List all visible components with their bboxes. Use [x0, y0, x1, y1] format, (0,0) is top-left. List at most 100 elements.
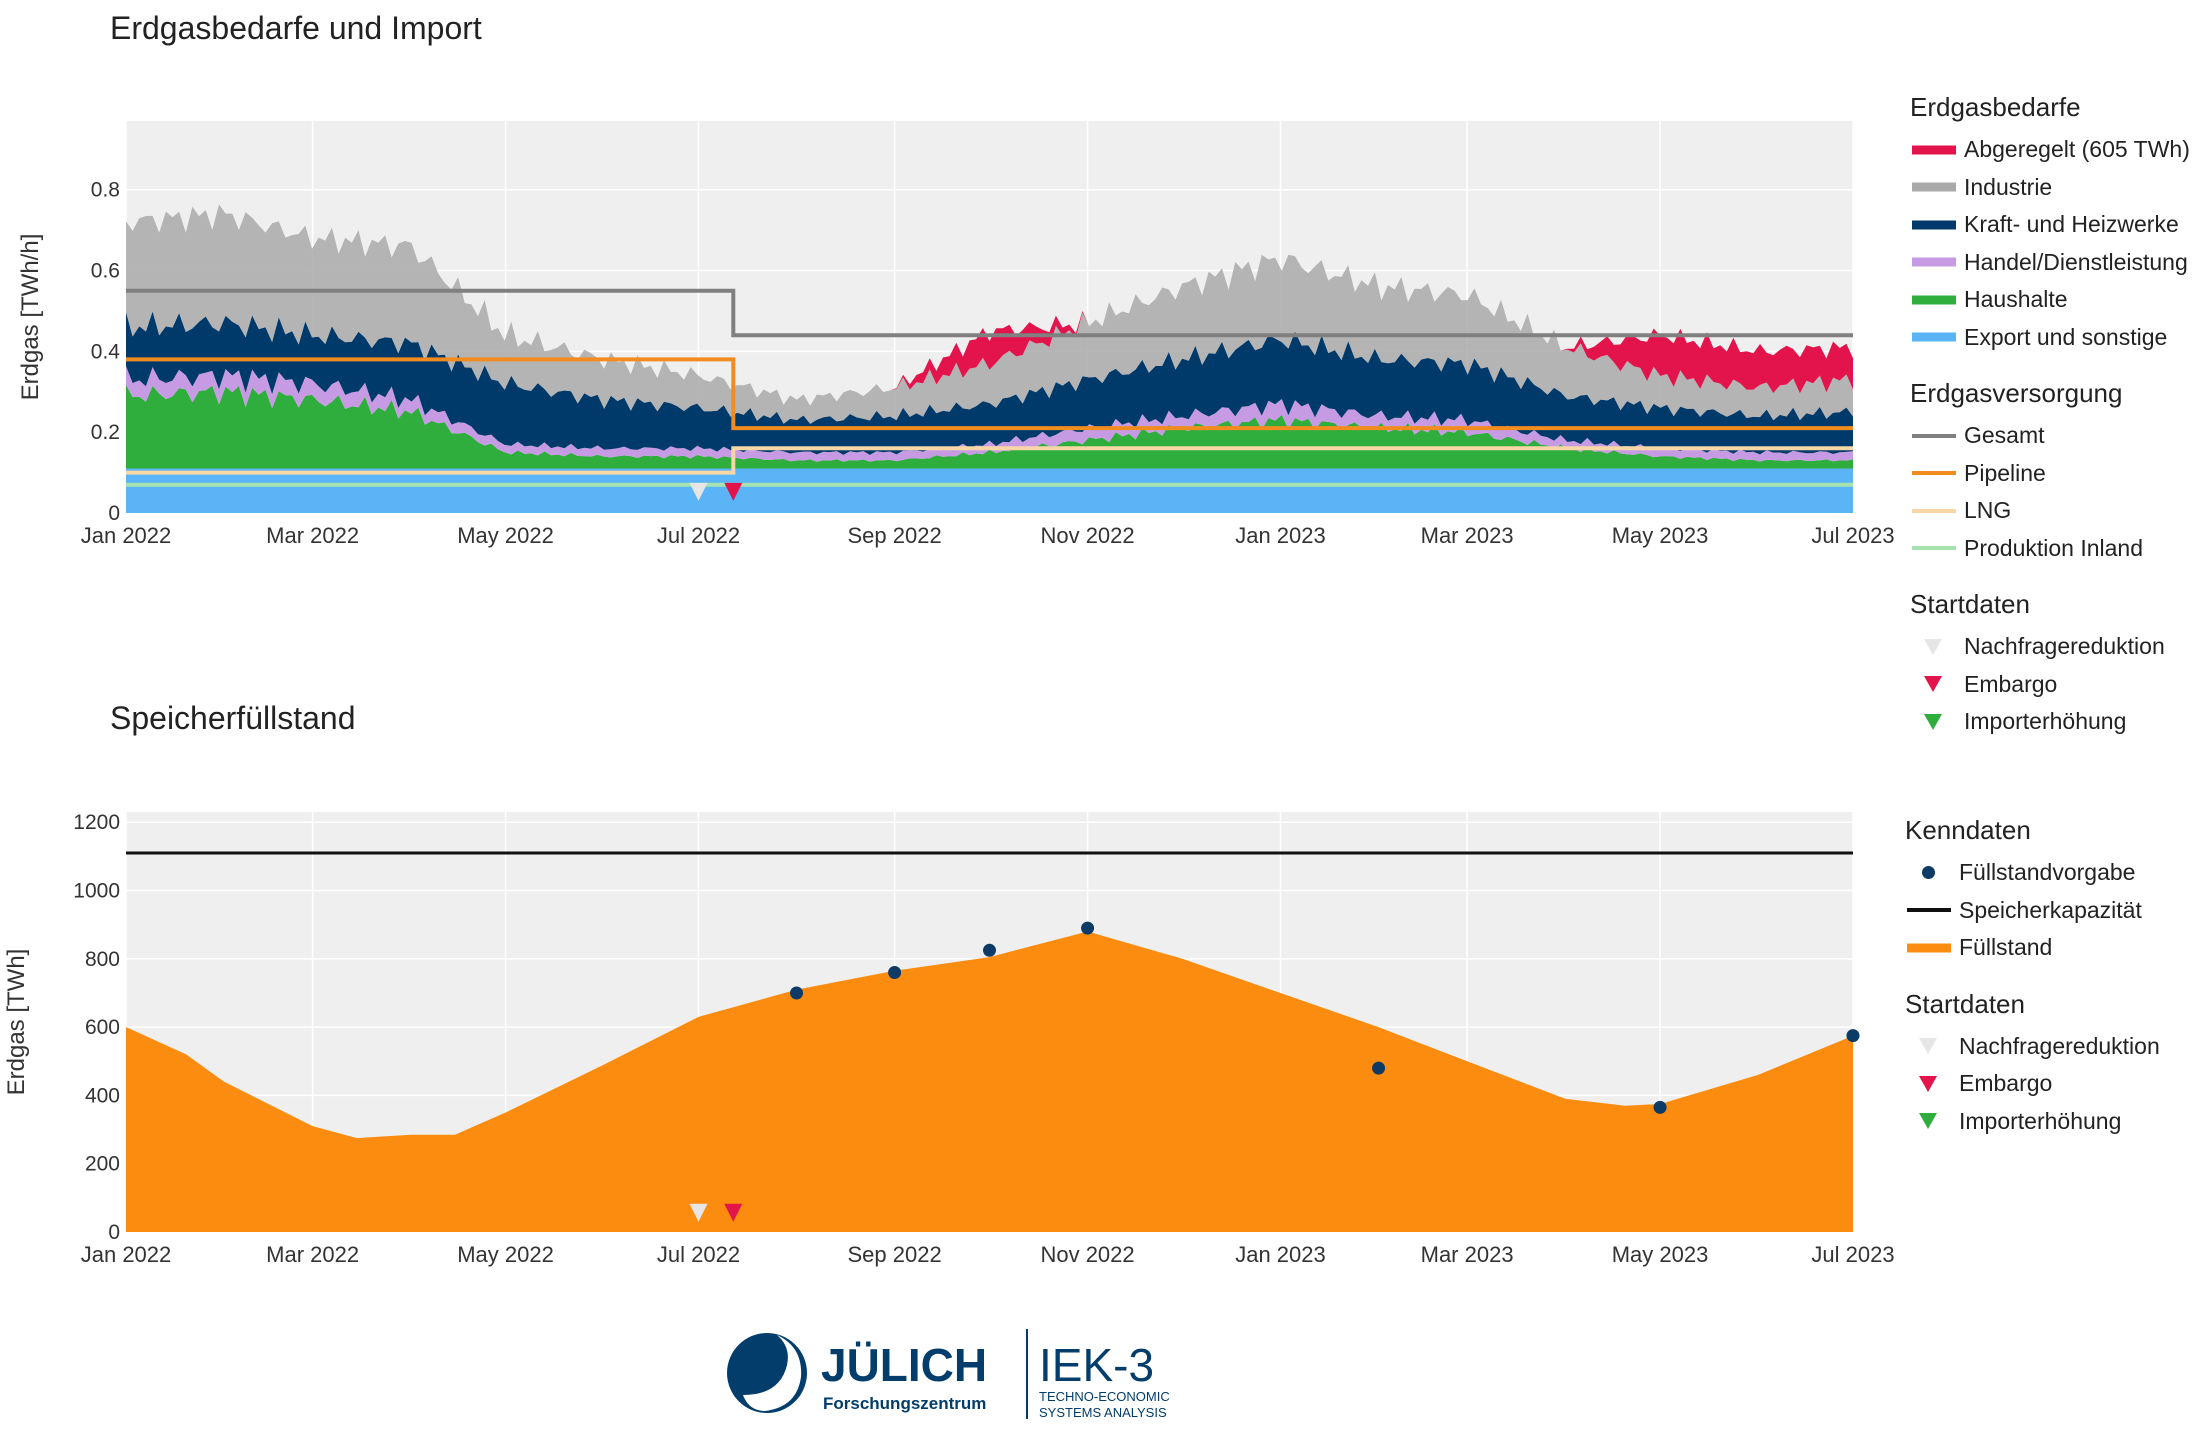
point-fuellstandvorgabe — [983, 943, 996, 957]
x-tick-label: Jan 2023 — [1235, 1242, 1326, 1267]
logo-inst: IEK-3 — [1039, 1339, 1154, 1391]
legend-item-produktion-inland[interactable]: Produktion Inland — [1910, 530, 2190, 568]
x-tick-label: Mar 2023 — [1421, 523, 1514, 548]
y-tick-label: 800 — [85, 948, 120, 971]
legend-item-importerhöhung[interactable]: Importerhöhung — [1910, 703, 2190, 741]
point-fuellstandvorgabe — [1372, 1061, 1386, 1075]
x-tick-label: Jul 2022 — [657, 523, 740, 548]
y-tick-label: 0 — [108, 502, 120, 525]
x-tick-label: May 2022 — [457, 523, 554, 548]
area-industrie — [126, 204, 1853, 424]
legend-start-title-bottom: Startdaten — [1905, 988, 2025, 1019]
top-legend: Erdgasbedarfe Abgeregelt (605 TWh) Indust… — [1910, 92, 2190, 763]
y-tick-label: 1200 — [73, 811, 120, 834]
legend-symbol-abgeregelt-605-twh — [1910, 140, 1958, 160]
y-tick-label: 0.4 — [91, 340, 121, 363]
legend-label: LNG — [1964, 497, 2012, 524]
legend-symbol-kraft-und-heizwerke — [1910, 215, 1958, 235]
y-tick-label: 0.8 — [91, 179, 120, 202]
x-tick-label: May 2023 — [1612, 523, 1709, 548]
legend-item-abgeregelt-605-twh[interactable]: Abgeregelt (605 TWh) — [1910, 131, 2190, 169]
legend-symbol-nachfragereduktion — [1905, 1036, 1953, 1056]
legend-label: Speicherkapazität — [1959, 896, 2142, 923]
bottom-chart-title: Speicherfüllstand — [110, 700, 356, 736]
x-tick-label: Nov 2022 — [1040, 1242, 1134, 1267]
y-tick-label: 0.2 — [91, 421, 120, 444]
logo-brand: JÜLICH — [821, 1339, 987, 1391]
legend-label: Importerhöhung — [1964, 708, 2127, 735]
legend-item-gesamt[interactable]: Gesamt — [1910, 417, 2190, 455]
legend-item-embargo[interactable]: Embargo — [1910, 666, 2190, 704]
point-fuellstandvorgabe — [790, 986, 804, 1000]
legend-label: Embargo — [1964, 670, 2058, 697]
area-abgeregelt-605-twh — [126, 204, 1853, 406]
legend-item-füllstandvorgabe[interactable]: Füllstandvorgabe — [1905, 854, 2160, 892]
marker-nachfragereduktion — [689, 1203, 708, 1222]
point-fuellstandvorgabe — [1653, 1100, 1667, 1114]
legend-label: Produktion Inland — [1964, 534, 2144, 561]
legend-label: Gesamt — [1964, 422, 2045, 449]
y-axis-label: Erdgas [TWh] — [3, 949, 30, 1096]
legend-item-kraft-und-heizwerke[interactable]: Kraft- und Heizwerke — [1910, 206, 2190, 244]
top-chart: Jan 2022 Mar 2022 May 2022 Jul 2022 Sep 2022… — [17, 121, 1895, 548]
legend-start-title: Startdaten — [1910, 589, 2030, 619]
x-tick-label: Nov 2022 — [1040, 523, 1134, 548]
legend-item-export-und-sonstige[interactable]: Export und sonstige — [1910, 319, 2190, 357]
legend-symbol-füllstand — [1905, 938, 1953, 958]
legend-item-handel-dienstleistung[interactable]: Handel/Dienstleistung — [1910, 244, 2190, 282]
legend-item-pipeline[interactable]: Pipeline — [1910, 455, 2190, 493]
juelich-logo: JÜLICH Forschungszentrum IEK-3 TECHNO-EC… — [727, 1329, 1170, 1420]
legend-label: Pipeline — [1964, 459, 2046, 486]
point-fuellstandvorgabe — [888, 965, 902, 979]
logo-inst-sub1: TECHNO-ECONOMIC — [1039, 1389, 1170, 1404]
legend-symbol-embargo — [1910, 674, 1958, 694]
legend-kenn-title: Kenndaten — [1905, 815, 2031, 845]
x-tick-label: May 2023 — [1612, 1242, 1709, 1267]
logo-inst-sub2: SYSTEMS ANALYSIS — [1039, 1405, 1167, 1420]
x-tick-label: Jul 2023 — [1811, 1242, 1894, 1267]
y-tick-label: 1000 — [73, 880, 120, 903]
y-tick-label: 400 — [85, 1084, 120, 1107]
y-tick-label: 600 — [85, 1016, 120, 1039]
line-pipeline — [126, 357, 1853, 431]
legend-symbol-lng — [1910, 501, 1958, 521]
legend-label: Nachfragereduktion — [1964, 633, 2165, 660]
point-fuellstandvorgabe — [1081, 921, 1095, 935]
legend-item-lng[interactable]: LNG — [1910, 492, 2190, 530]
legend-label: Embargo — [1959, 1070, 2053, 1097]
x-tick-label: Sep 2022 — [848, 1242, 942, 1267]
legend-label: Füllstand — [1959, 934, 2053, 961]
x-tick-label: Jan 2023 — [1235, 523, 1326, 548]
legend-item-haushalte[interactable]: Haushalte — [1910, 281, 2190, 319]
legend-item-importerhöhung[interactable]: Importerhöhung — [1905, 1103, 2160, 1141]
y-tick-label: 0 — [108, 1221, 120, 1244]
legend-item-nachfragereduktion[interactable]: Nachfragereduktion — [1905, 1028, 2160, 1066]
bottom-legend: Kenndaten Füllstandvorgabe Speicherkapazi… — [1905, 815, 2160, 1162]
legend-label: Kraft- und Heizwerke — [1964, 211, 2179, 238]
x-tick-label: Sep 2022 — [848, 523, 942, 548]
juelich-logo-mark — [727, 1333, 807, 1413]
legend-demand-title: Erdgasbedarfe — [1910, 92, 2081, 122]
legend-item-embargo[interactable]: Embargo — [1905, 1065, 2160, 1103]
top-chart-title: Erdgasbedarfe und Import — [110, 10, 482, 46]
legend-symbol-füllstandvorgabe — [1905, 863, 1953, 883]
legend-item-speicherkapazität[interactable]: Speicherkapazität — [1905, 892, 2160, 930]
y-axis-label: Erdgas [TWh/h] — [17, 234, 44, 401]
legend-label: Export und sonstige — [1964, 323, 2168, 350]
legend-symbol-speicherkapazität — [1905, 900, 1953, 920]
legend-symbol-nachfragereduktion — [1910, 637, 1958, 657]
legend-item-industrie[interactable]: Industrie — [1910, 169, 2190, 207]
legend-symbol-produktion-inland — [1910, 538, 1958, 558]
area-handel-dienstleistung — [126, 366, 1853, 462]
x-tick-label: Jul 2023 — [1811, 523, 1894, 548]
marker-embargo — [724, 482, 743, 501]
legend-item-füllstand[interactable]: Füllstand — [1905, 929, 2160, 967]
legend-label: Nachfragereduktion — [1959, 1032, 2160, 1059]
x-tick-label: Mar 2023 — [1421, 1242, 1514, 1267]
legend-symbol-handel-dienstleistung — [1910, 252, 1958, 272]
y-tick-label: 0.6 — [91, 260, 120, 283]
legend-item-nachfragereduktion[interactable]: Nachfragereduktion — [1910, 628, 2190, 666]
line-lng — [126, 446, 1853, 475]
legend-label: Haushalte — [1964, 286, 2068, 313]
legend-supply-title: Erdgasversorgung — [1910, 378, 2123, 408]
